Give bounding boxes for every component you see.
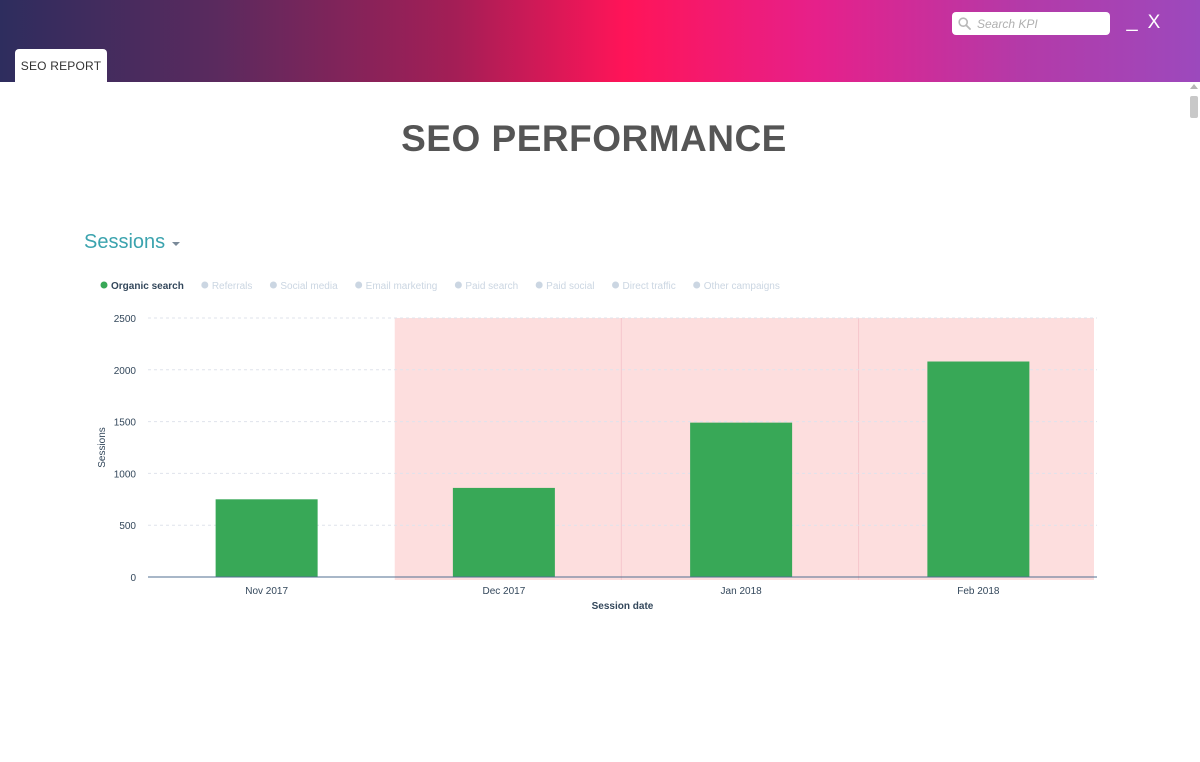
- caret-down-icon: [172, 241, 181, 246]
- bar-feb-2018[interactable]: [927, 361, 1030, 577]
- x-tick-label: Nov 2017: [245, 586, 288, 597]
- legend-marker-icon: [612, 281, 620, 289]
- legend-marker-icon: [355, 281, 363, 289]
- search-input[interactable]: [977, 16, 1097, 31]
- metric-dropdown-label: Sessions: [84, 231, 166, 253]
- bar-dec-2017[interactable]: [452, 487, 555, 577]
- legend-marker-icon: [535, 281, 543, 289]
- metric-dropdown[interactable]: Sessions: [84, 231, 181, 254]
- legend-marker-icon: [693, 281, 701, 289]
- scroll-up-arrow-icon[interactable]: [1190, 84, 1198, 89]
- scroll-thumb[interactable]: [1190, 96, 1198, 118]
- legend-item[interactable]: Direct traffic: [623, 281, 676, 292]
- y-tick-label: 500: [119, 521, 136, 532]
- bar-jan-2018[interactable]: [690, 422, 793, 577]
- legend-item[interactable]: Referrals: [212, 281, 253, 292]
- legend-item[interactable]: Paid social: [546, 281, 594, 292]
- legend-marker-icon: [269, 281, 277, 289]
- legend-item[interactable]: Other campaigns: [704, 281, 780, 292]
- legend-marker-icon: [100, 281, 108, 289]
- title-bar: SEO REPORT _ X: [0, 0, 1200, 82]
- legend-item[interactable]: Email marketing: [366, 281, 438, 292]
- page-title: SEO PERFORMANCE: [401, 118, 787, 159]
- y-tick-label: 2500: [114, 314, 137, 325]
- minimize-button[interactable]: _: [1126, 10, 1138, 32]
- y-tick-label: 2000: [114, 366, 137, 377]
- bar-nov-2017[interactable]: [215, 499, 318, 577]
- legend-marker-icon: [201, 281, 209, 289]
- vertical-scrollbar[interactable]: [1188, 82, 1200, 762]
- y-tick-label: 0: [130, 573, 136, 584]
- legend-item[interactable]: Organic search: [111, 281, 184, 292]
- legend-marker-icon: [454, 281, 462, 289]
- x-tick-label: Feb 2018: [957, 586, 1000, 597]
- y-tick-label: 1500: [114, 418, 137, 429]
- y-tick-label: 1000: [114, 469, 137, 480]
- x-tick-label: Jan 2018: [721, 586, 763, 597]
- search-icon: [958, 17, 971, 30]
- y-axis-title: Sessions: [97, 427, 108, 468]
- close-button[interactable]: X: [1147, 12, 1161, 33]
- legend-item[interactable]: Paid search: [465, 281, 518, 292]
- legend-item[interactable]: Social media: [280, 281, 338, 292]
- x-tick-label: Dec 2017: [482, 586, 525, 597]
- search-box[interactable]: [952, 12, 1110, 35]
- tab-seo-report[interactable]: SEO REPORT: [15, 49, 107, 82]
- x-axis-title: Session date: [592, 601, 654, 612]
